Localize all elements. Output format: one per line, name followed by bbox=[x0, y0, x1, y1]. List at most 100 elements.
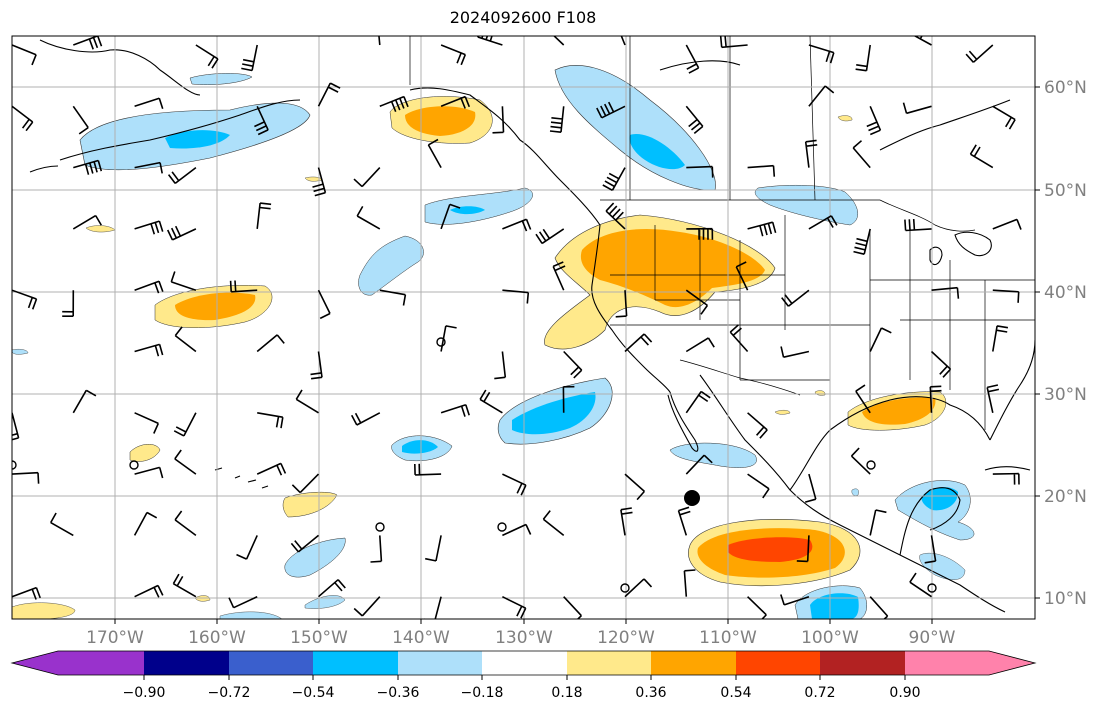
wind-barb bbox=[256, 462, 287, 476]
wind-barb bbox=[986, 384, 1000, 413]
wind-barb bbox=[605, 202, 626, 230]
colorbar-bin bbox=[482, 651, 567, 675]
lon-label: 120°W bbox=[597, 628, 655, 648]
wind-barb bbox=[747, 164, 776, 177]
wind-barb bbox=[992, 325, 1009, 352]
wind-barb bbox=[174, 510, 197, 537]
wind-barb bbox=[72, 214, 102, 230]
wind-barb bbox=[440, 95, 471, 109]
wind-barb bbox=[167, 166, 197, 185]
wind-barb bbox=[535, 228, 565, 245]
longitude-labels: 170°W 160°W 150°W 140°W 130°W 120°W 110°… bbox=[86, 628, 956, 648]
wind-barb bbox=[174, 449, 197, 475]
wind-barb bbox=[494, 351, 507, 380]
wind-barb bbox=[425, 535, 442, 562]
lon-label: 130°W bbox=[495, 628, 553, 648]
wind-barb bbox=[869, 596, 889, 619]
colorbar-tick-label: 0.72 bbox=[804, 685, 835, 701]
wind-barb bbox=[12, 289, 38, 310]
anomaly-region bbox=[754, 184, 858, 226]
storm-center-marker bbox=[684, 490, 700, 506]
wind-barb bbox=[353, 167, 381, 188]
wind-barb bbox=[440, 203, 461, 230]
wind-barb bbox=[312, 167, 327, 197]
wind-barb bbox=[502, 289, 530, 304]
wind-barb bbox=[685, 105, 704, 135]
wind-barb bbox=[852, 140, 871, 169]
wind-barb bbox=[624, 578, 653, 598]
lon-label: 150°W bbox=[290, 628, 348, 648]
anomaly-region bbox=[921, 487, 958, 511]
wind-barb bbox=[563, 350, 583, 379]
wind-barb bbox=[929, 385, 942, 413]
wind-barb bbox=[685, 44, 700, 74]
anomaly-region bbox=[405, 106, 476, 136]
anomaly-region bbox=[774, 410, 791, 415]
anomaly-region bbox=[175, 292, 256, 321]
wind-barb bbox=[683, 569, 696, 597]
wind-barb bbox=[291, 473, 320, 494]
wind-barb bbox=[602, 167, 626, 192]
wind-barb bbox=[542, 510, 565, 537]
wind-barb bbox=[855, 44, 871, 72]
wind-barb bbox=[174, 326, 197, 353]
colorbar-tick-label: −0.18 bbox=[461, 685, 504, 701]
colorbar-bin bbox=[567, 651, 651, 675]
wind-barb bbox=[256, 202, 272, 229]
wind-barb bbox=[781, 289, 810, 307]
lon-label: 160°W bbox=[188, 628, 246, 648]
wind-barb bbox=[965, 44, 994, 63]
wind-barb bbox=[195, 44, 219, 69]
wind-barb bbox=[869, 327, 892, 352]
wind-barb bbox=[780, 594, 810, 606]
wind-barb bbox=[256, 334, 285, 353]
anomaly-region bbox=[837, 115, 853, 122]
wind-barb bbox=[254, 105, 269, 136]
lat-label: 50°N bbox=[1044, 181, 1087, 201]
wind-barb bbox=[172, 573, 197, 598]
calm-markers bbox=[12, 337, 937, 593]
colorbar-tick-label: 0.54 bbox=[720, 685, 751, 701]
lon-label: 170°W bbox=[86, 628, 144, 648]
colorbar-bin bbox=[398, 651, 482, 675]
colorbar-tick-label: 0.36 bbox=[635, 685, 666, 701]
colorbar-bin bbox=[144, 651, 229, 675]
lon-label: 100°W bbox=[801, 628, 859, 648]
wind-barb bbox=[228, 595, 258, 609]
colorbar-bin bbox=[651, 651, 736, 675]
wind-barb bbox=[719, 36, 748, 49]
wind-barb bbox=[173, 412, 197, 437]
anomaly-region bbox=[851, 488, 859, 496]
wind-barb bbox=[563, 596, 582, 619]
wind-barb bbox=[310, 351, 323, 380]
wind-barb bbox=[992, 472, 1020, 485]
wind-barb bbox=[257, 412, 284, 429]
wind-barb bbox=[370, 535, 383, 563]
anomaly-region bbox=[728, 537, 813, 562]
wind-barb bbox=[924, 535, 937, 564]
colorbar-bin bbox=[736, 651, 820, 675]
anomaly-region bbox=[12, 602, 76, 619]
wind-barb bbox=[229, 280, 258, 293]
wind-barb bbox=[353, 596, 381, 617]
wind-barb bbox=[492, 106, 505, 134]
wind-barb bbox=[166, 225, 197, 241]
anomaly-region bbox=[669, 442, 757, 468]
wind-barb bbox=[992, 105, 1016, 130]
wind-barb bbox=[808, 215, 838, 230]
wind-barb bbox=[850, 447, 871, 475]
colorbar-bin bbox=[229, 651, 313, 675]
wind-barb bbox=[440, 44, 467, 66]
wind-barb bbox=[808, 85, 835, 107]
map-title: 2024092600 F108 bbox=[449, 8, 597, 27]
wind-barb bbox=[350, 412, 381, 426]
wind-barb bbox=[134, 343, 164, 357]
wind-barb bbox=[615, 290, 628, 318]
wind-barb bbox=[855, 384, 871, 414]
anomaly-region bbox=[165, 130, 230, 149]
wind-barb bbox=[12, 105, 34, 132]
wind-barb bbox=[735, 261, 749, 291]
wind-barb bbox=[317, 82, 341, 107]
wind-barb bbox=[72, 389, 97, 414]
wind-barb bbox=[747, 221, 777, 237]
